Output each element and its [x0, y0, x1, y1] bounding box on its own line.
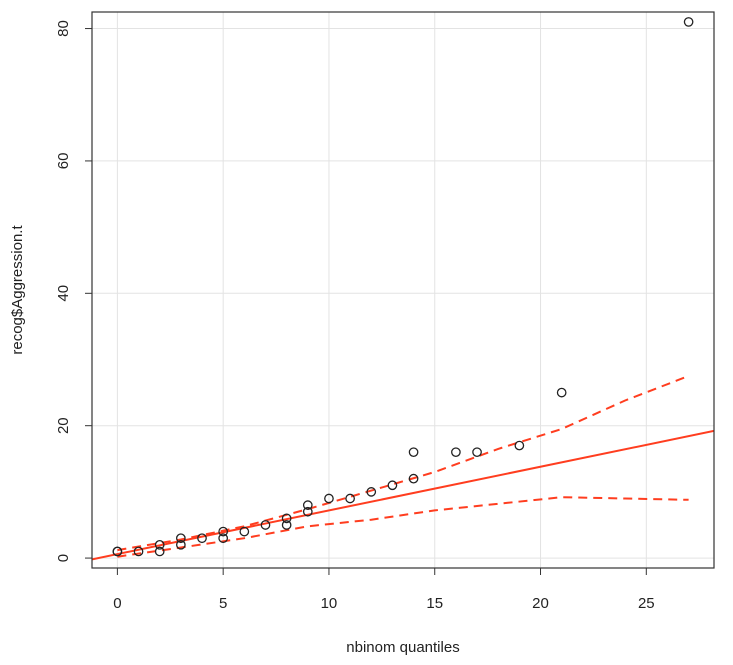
data-point [281, 513, 292, 524]
reference-line-segment [92, 429, 714, 561]
data-point [556, 387, 567, 398]
data-point [472, 447, 482, 458]
grid [92, 12, 714, 568]
data-point [281, 520, 292, 530]
y-tick-label: 40 [55, 285, 72, 302]
x-axis-title: nbinom quantiles [346, 639, 459, 656]
data-point [176, 533, 186, 544]
data-point [218, 526, 229, 537]
data-point [366, 487, 377, 497]
data-point [239, 526, 250, 537]
x-tick-label: 5 [219, 595, 227, 612]
envelope-lower [117, 496, 689, 558]
y-tick-label: 80 [55, 20, 72, 37]
data-point [302, 500, 313, 510]
data-points [112, 17, 694, 557]
data-point [260, 520, 271, 530]
x-tick-label: 0 [113, 595, 121, 612]
data-point [514, 440, 525, 451]
x-axis: 0 5 10 15 20 25 [113, 568, 655, 612]
data-point [387, 480, 398, 491]
data-point [197, 533, 207, 544]
envelope-upper [117, 375, 689, 552]
confidence-envelope [117, 375, 689, 558]
data-point [154, 539, 165, 550]
reference-line [92, 429, 714, 561]
data-point [408, 447, 419, 458]
x-tick-label: 20 [532, 595, 549, 612]
x-tick-label: 10 [321, 595, 338, 612]
data-point [176, 539, 186, 550]
data-point [302, 506, 313, 517]
data-point [112, 546, 123, 557]
x-tick-label: 25 [638, 595, 655, 612]
data-point [218, 533, 229, 544]
y-axis-title: recog$Aggression.t [9, 225, 26, 355]
data-point [324, 493, 334, 504]
plot-frame [91, 11, 715, 569]
data-point [683, 17, 694, 27]
y-tick-label: 20 [55, 417, 72, 434]
data-point [345, 493, 355, 504]
data-point [133, 546, 144, 557]
data-point [451, 447, 461, 458]
y-tick-label: 0 [55, 554, 72, 562]
data-point [154, 546, 165, 557]
y-axis: 0 20 40 60 80 [55, 20, 92, 562]
x-tick-label: 15 [426, 595, 443, 612]
data-point [408, 473, 419, 484]
y-tick-label: 60 [55, 153, 72, 170]
